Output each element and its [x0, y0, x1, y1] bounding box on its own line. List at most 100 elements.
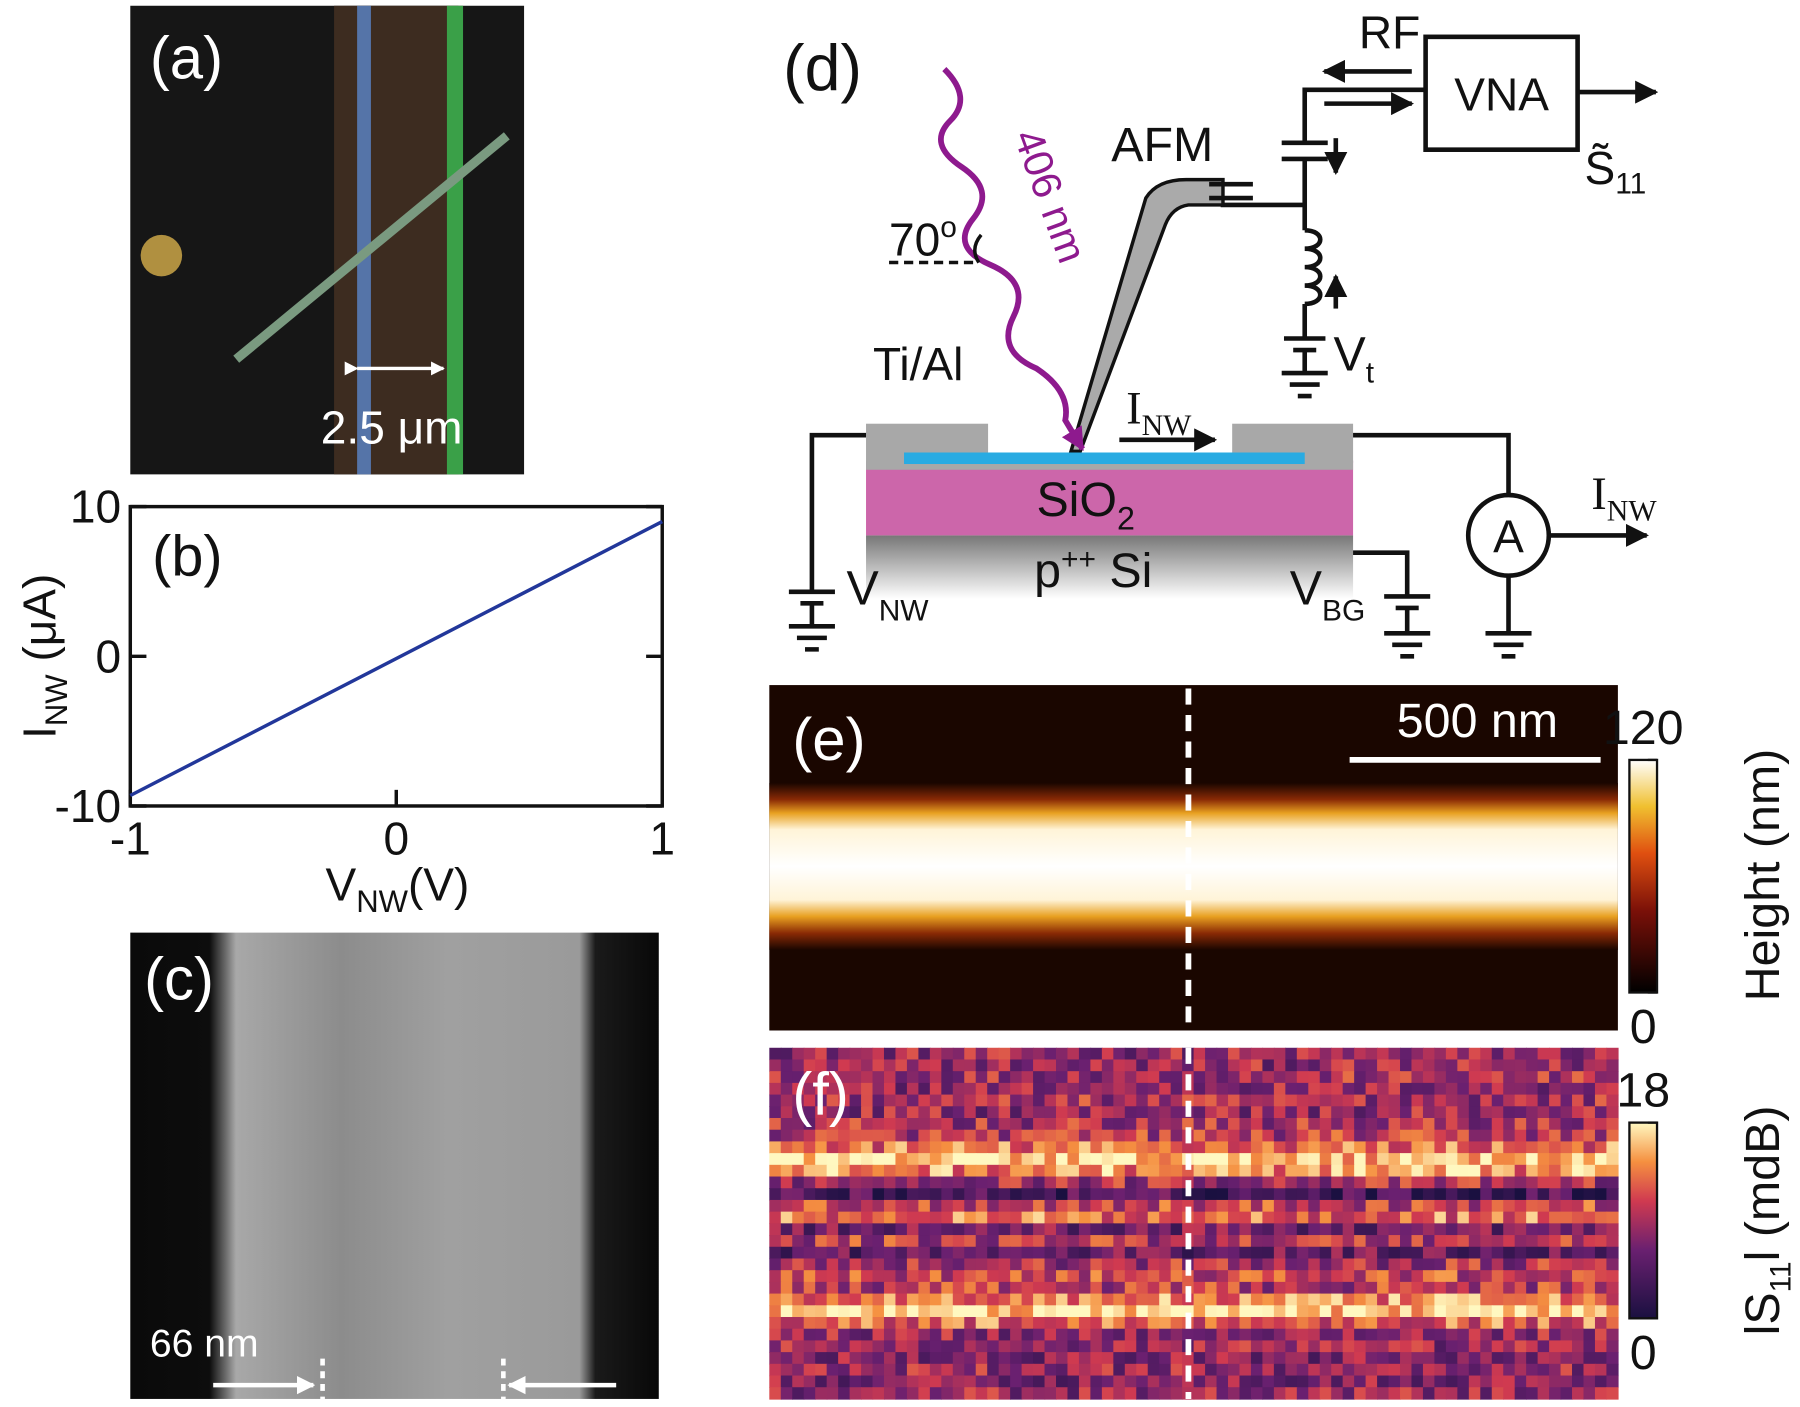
- pixel: [1021, 1281, 1034, 1295]
- pixel: [1388, 1106, 1401, 1119]
- pixel: [1170, 1071, 1183, 1084]
- pixel: [1365, 1328, 1378, 1342]
- pixel: [1262, 1246, 1275, 1260]
- pixel: [803, 1082, 816, 1096]
- pixel: [861, 1199, 874, 1213]
- pixel: [1537, 1340, 1550, 1353]
- pixel: [941, 1153, 954, 1166]
- pixel: [780, 1199, 793, 1213]
- pixel: [1354, 1118, 1367, 1131]
- pixel: [1090, 1176, 1103, 1189]
- pixel: [1319, 1281, 1332, 1295]
- pixel: [1377, 1106, 1390, 1119]
- pixel: [1468, 1305, 1481, 1318]
- pixel: [1377, 1141, 1390, 1154]
- pixel: [1101, 1164, 1115, 1178]
- pixel: [906, 1176, 920, 1189]
- pixel: [769, 1246, 782, 1260]
- pixel: [1354, 1305, 1367, 1318]
- pixel: [838, 1246, 851, 1260]
- pixel: [1480, 1118, 1493, 1131]
- pixel: [1583, 1188, 1596, 1201]
- pixel: [1434, 1082, 1447, 1096]
- pixel: [1067, 1328, 1080, 1342]
- pixel: [1193, 1387, 1206, 1400]
- pixel: [1056, 1199, 1069, 1213]
- pixel: [1067, 1118, 1080, 1131]
- pixel: [1033, 1188, 1046, 1201]
- pixel: [1583, 1141, 1596, 1154]
- pixel: [1044, 1293, 1057, 1306]
- pixel: [1319, 1246, 1332, 1260]
- pixel: [1228, 1059, 1241, 1072]
- pixel: [1090, 1293, 1103, 1306]
- pixel: [1101, 1047, 1115, 1061]
- pixel: [1308, 1223, 1321, 1236]
- pixel: [964, 1129, 977, 1143]
- pixel: [1377, 1082, 1390, 1096]
- pixel: [1078, 1281, 1092, 1295]
- pixel: [1147, 1270, 1160, 1283]
- pixel: [1090, 1281, 1103, 1295]
- pixel: [964, 1059, 977, 1072]
- pixel: [1285, 1258, 1298, 1271]
- pixel: [1078, 1293, 1092, 1306]
- pixel: [1033, 1246, 1046, 1260]
- pixel: [1354, 1176, 1367, 1189]
- pixel: [929, 1129, 943, 1143]
- pixel: [1377, 1340, 1390, 1353]
- pixel: [929, 1199, 943, 1213]
- pixel: [838, 1199, 851, 1213]
- pixel: [1331, 1141, 1344, 1154]
- pixel: [1572, 1258, 1585, 1271]
- pixel: [1468, 1071, 1481, 1084]
- edge: [357, 5, 371, 475]
- pixel: [1583, 1281, 1596, 1295]
- pixel: [964, 1316, 977, 1330]
- pixel: [1228, 1141, 1241, 1154]
- pixel: [1526, 1164, 1539, 1178]
- pixel: [1044, 1305, 1057, 1318]
- pixel: [849, 1235, 862, 1248]
- pixel: [1434, 1188, 1447, 1201]
- pixel: [1549, 1211, 1562, 1225]
- pixel: [1147, 1199, 1160, 1213]
- pixel: [1572, 1071, 1585, 1084]
- pixel: [1491, 1305, 1504, 1318]
- pixel: [975, 1328, 988, 1342]
- pixel: [1445, 1352, 1459, 1365]
- pixel: [1594, 1387, 1608, 1400]
- pixel: [769, 1211, 782, 1225]
- pixel: [1044, 1316, 1057, 1330]
- pixel: [929, 1270, 943, 1283]
- pixel: [1549, 1082, 1562, 1096]
- pixel: [1400, 1188, 1413, 1201]
- pixel: [1250, 1270, 1264, 1283]
- pixel: [895, 1129, 908, 1143]
- pixel: [792, 1188, 805, 1201]
- pixel: [1285, 1188, 1298, 1201]
- oxide-main: SiO: [1036, 473, 1117, 527]
- pixel: [1136, 1316, 1149, 1330]
- pixel: [1159, 1141, 1172, 1154]
- pixel: [861, 1235, 874, 1248]
- pixel: [1480, 1176, 1493, 1189]
- pixel: [792, 1363, 805, 1377]
- pixel: [1090, 1106, 1103, 1119]
- pixel: [1468, 1094, 1481, 1107]
- pixel: [1319, 1199, 1332, 1213]
- pixel: [1056, 1270, 1069, 1283]
- pixel: [1170, 1082, 1183, 1096]
- pixel: [1056, 1387, 1069, 1400]
- pixel: [1549, 1235, 1562, 1248]
- contact-film: [866, 460, 1354, 470]
- pixel: [1308, 1363, 1321, 1377]
- pixel: [1033, 1153, 1046, 1166]
- vbg-sub: BG: [1322, 595, 1365, 628]
- pixel: [1388, 1094, 1401, 1107]
- pixel: [1606, 1141, 1619, 1154]
- pixel: [803, 1223, 816, 1236]
- pixel: [1159, 1270, 1172, 1283]
- pixel: [803, 1141, 816, 1154]
- pixel: [1354, 1153, 1367, 1166]
